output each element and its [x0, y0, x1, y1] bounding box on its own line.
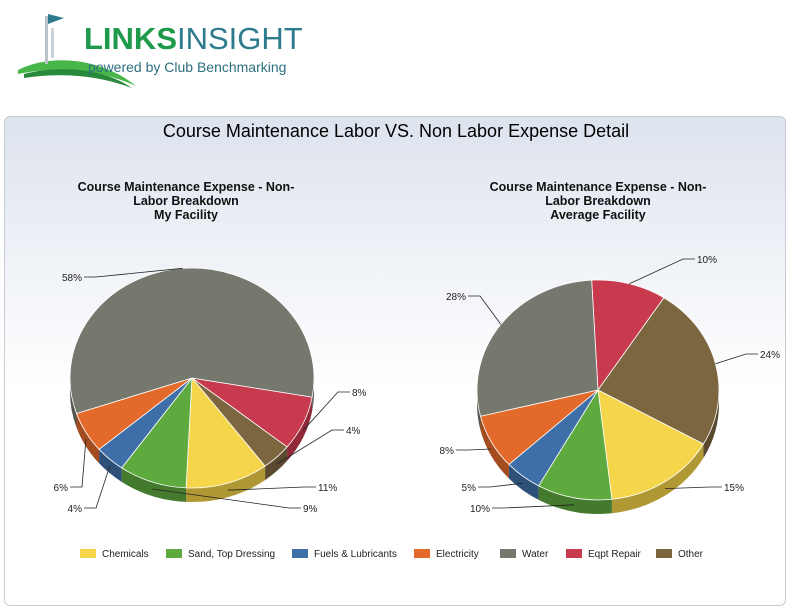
pie-slice-chemicals[interactable] [597, 389, 704, 500]
leader-line [478, 482, 523, 488]
leader-line [84, 466, 111, 509]
legend-swatch [500, 548, 516, 558]
leader-line [84, 267, 183, 278]
legend-swatch [292, 548, 308, 558]
pie-slice-eqpt[interactable] [591, 279, 665, 391]
legend-item-water[interactable]: Water [500, 548, 548, 562]
pie-side-eqpt [287, 397, 313, 461]
legend-swatch [80, 548, 96, 558]
leader-line [492, 504, 575, 509]
brand-name-links: LINKS [84, 21, 177, 56]
data-label-water: 58% [62, 273, 82, 284]
data-label-eqpt: 10% [697, 255, 717, 266]
data-label-chemicals: 15% [724, 483, 744, 494]
pie-side-water [70, 378, 77, 428]
legend-swatch [414, 548, 430, 558]
legend-label: Sand, Top Dressing [188, 549, 276, 560]
legend-item-other[interactable]: Other [656, 548, 703, 562]
chart-title-line: Labor Breakdown [545, 194, 651, 208]
data-label-chemicals: 11% [318, 483, 337, 494]
pie-side-fuels [99, 449, 122, 482]
chart-title-my-facility: Course Maintenance Expense - Non- Labor … [36, 180, 336, 222]
leader-line [664, 486, 722, 490]
data-label-water: 28% [446, 292, 466, 303]
pie-side-other [703, 390, 719, 458]
legend-swatch [566, 548, 582, 558]
pie-side-fuels [508, 464, 539, 500]
pie-side-chemicals [611, 443, 704, 514]
leader-line [715, 353, 758, 365]
pie-chart-average-facility: 10% 24% 15% 10% 5% 8% 28% [440, 255, 781, 515]
chart-title-line: Average Facility [550, 208, 646, 222]
chart-title-line: Labor Breakdown [133, 194, 239, 208]
brand-name-insight: INSIGHT [177, 21, 303, 56]
pie-slice-sand[interactable] [538, 389, 613, 501]
legend-item-eqpt-repair[interactable]: Eqpt Repair [566, 548, 641, 562]
legend-item-fuels[interactable]: Fuels & Lubricants [292, 548, 397, 562]
legend-label: Electricity [436, 549, 479, 560]
chart-title-line: My Facility [154, 208, 218, 222]
page-title: Course Maintenance Labor VS. Non Labor E… [162, 121, 630, 141]
leader-line [70, 439, 87, 488]
legend-label: Other [678, 549, 704, 560]
leader-line [276, 429, 344, 465]
leader-line [468, 295, 502, 325]
legend-item-sand[interactable]: Sand, Top Dressing [166, 548, 275, 562]
leader-line [152, 488, 301, 509]
pie-side-water [312, 378, 314, 412]
data-label-electricity: 6% [54, 483, 69, 494]
leader-line [629, 258, 695, 285]
golf-flag-icon [18, 14, 136, 88]
chart-title-line: Course Maintenance Expense - Non- [489, 180, 707, 194]
data-label-other: 24% [760, 350, 780, 361]
leader-line [227, 486, 316, 491]
chart-title-average-facility: Course Maintenance Expense - Non- Labor … [448, 180, 748, 222]
legend-item-electricity[interactable]: Electricity [414, 548, 479, 562]
data-label-fuels: 5% [462, 483, 477, 494]
pie-side-sand [121, 467, 187, 502]
data-label-sand: 9% [303, 504, 318, 515]
legend-label: Eqpt Repair [588, 549, 641, 560]
data-label-other: 4% [346, 426, 361, 437]
leader-line [302, 391, 350, 431]
brand-tagline: powered by Club Benchmarking [88, 59, 287, 75]
legend-label: Chemicals [102, 549, 149, 560]
pie-side-sand [538, 485, 612, 514]
data-label-fuels: 4% [68, 504, 83, 515]
legend-item-chemicals[interactable]: Chemicals [80, 548, 149, 562]
legend: Chemicals Sand, Top Dressing Fuels & Lub… [80, 548, 720, 564]
pie-slice-water[interactable] [476, 279, 599, 417]
pie-chart-my-facility: 8% 4% 11%9% 4% 6% 58% [54, 267, 367, 515]
brand-name: LINKSINSIGHT [84, 22, 303, 56]
legend-label: Water [522, 549, 549, 560]
leader-line [456, 448, 492, 451]
pie-side-other [265, 446, 288, 481]
legend-swatch [656, 548, 672, 558]
chart-title-line: Course Maintenance Expense - Non- [77, 180, 295, 194]
data-label-electricity: 8% [440, 446, 455, 457]
data-label-eqpt: 8% [352, 388, 367, 399]
legend-swatch [166, 548, 182, 558]
links-insight-logo: LINKSINSIGHT powered by Club Benchmarkin… [14, 8, 304, 96]
data-label-sand: 10% [470, 504, 490, 515]
pie-slice-other[interactable] [597, 297, 720, 445]
legend-label: Fuels & Lubricants [314, 549, 397, 560]
pie-slice-chemicals[interactable] [185, 377, 266, 489]
